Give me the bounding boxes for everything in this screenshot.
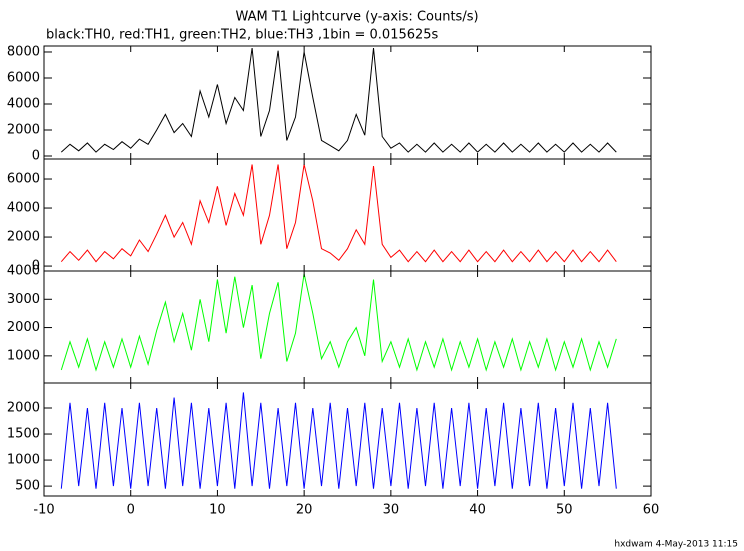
panel-frame: [43, 45, 652, 160]
chart-subtitle: black:TH0, red:TH1, green:TH2, blue:TH3 …: [46, 28, 439, 43]
x-tick-label: 40: [469, 503, 486, 518]
y-tick-label: 8000: [7, 44, 40, 59]
y-tick-label: 2000: [7, 320, 40, 335]
x-tick-label: 30: [383, 503, 400, 518]
x-tick-label: 60: [643, 503, 660, 518]
y-tick-label: 1000: [7, 348, 40, 363]
chart-title: WAM T1 Lightcurve (y-axis: Counts/s): [235, 10, 478, 25]
panel-frame: [43, 158, 652, 272]
y-tick-label: 3000: [7, 292, 40, 307]
series-line: [60, 164, 617, 263]
y-tick-label: 2000: [7, 400, 40, 415]
y-tick-label: 2000: [7, 230, 40, 245]
y-tick-label: 0: [32, 259, 40, 274]
y-tick-label: 0: [32, 149, 40, 164]
x-tick-label: 20: [296, 503, 313, 518]
series-line: [60, 48, 617, 153]
y-tick-label: 500: [15, 479, 40, 494]
panel-frame: [43, 382, 652, 497]
y-tick-label: 1500: [7, 427, 40, 442]
y-tick-label: 4000: [7, 201, 40, 216]
y-tick-label: 6000: [7, 70, 40, 85]
y-tick-label: 4000: [7, 96, 40, 111]
series-line: [60, 273, 617, 372]
x-tick-label: 50: [556, 503, 573, 518]
y-tick-label: 6000: [7, 172, 40, 187]
series-line: [60, 392, 617, 489]
y-tick-label: 2000: [7, 123, 40, 138]
y-tick-label: 4000: [7, 264, 40, 279]
panel-frame: [43, 270, 652, 384]
footer: hxdwam 4-May-2013 11:15: [614, 540, 738, 550]
x-tick-label: 10: [209, 503, 226, 518]
x-tick-label: 0: [127, 503, 135, 518]
y-tick-label: 1000: [7, 453, 40, 468]
x-tick-label: -10: [33, 503, 54, 518]
